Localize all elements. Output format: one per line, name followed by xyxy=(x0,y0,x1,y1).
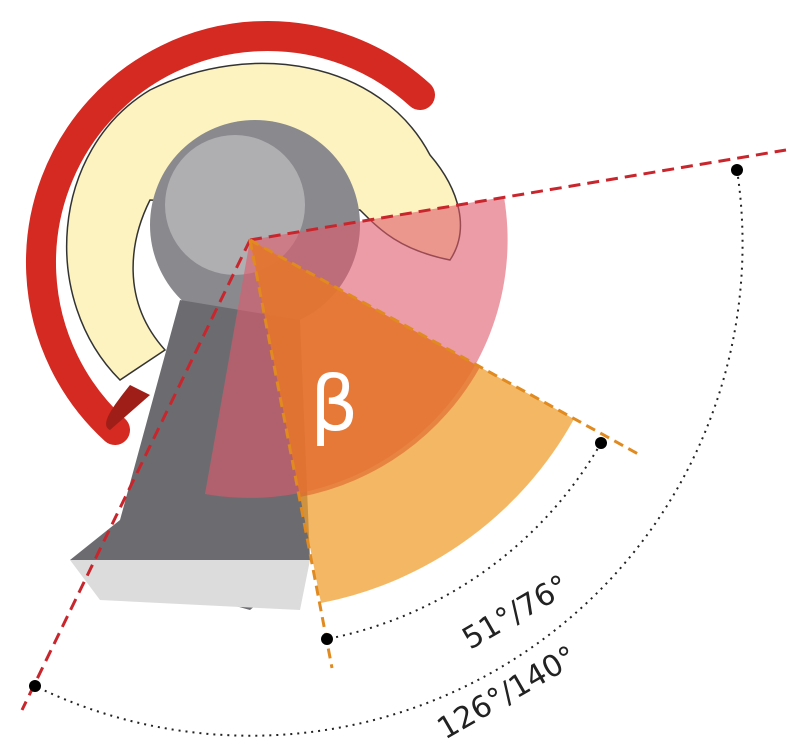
orange-axis-line xyxy=(248,239,334,669)
acetabular-rim xyxy=(25,21,435,445)
axis-line xyxy=(249,148,787,242)
arc-end xyxy=(731,164,743,176)
beta-symbol: β xyxy=(310,359,359,448)
arc-end xyxy=(29,680,41,692)
outer-arc xyxy=(34,169,744,737)
arc-end xyxy=(595,437,607,449)
overlap-sector xyxy=(250,240,480,497)
rim-shadow xyxy=(106,385,150,430)
outer-angle-label: 126°/140° xyxy=(432,639,583,747)
axis-line xyxy=(20,239,252,711)
femoral-shaft xyxy=(70,560,310,610)
arc-end xyxy=(321,633,333,645)
orange-axis-line xyxy=(249,238,641,457)
